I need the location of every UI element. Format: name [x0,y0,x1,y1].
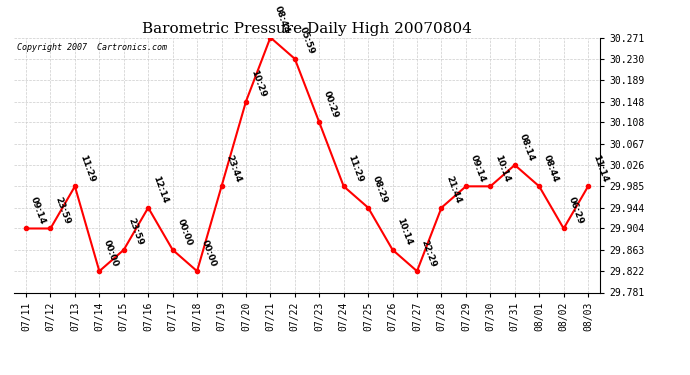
Text: 08:44: 08:44 [273,4,291,35]
Text: 10:14: 10:14 [395,217,413,247]
Text: 00:00: 00:00 [200,239,218,268]
Text: 09:14: 09:14 [469,153,487,183]
Text: 23:44: 23:44 [224,153,243,183]
Text: 05:59: 05:59 [297,26,316,56]
Text: 11:14: 11:14 [591,153,609,183]
Text: 08:44: 08:44 [542,153,560,183]
Text: 08:29: 08:29 [371,175,389,205]
Text: 11:29: 11:29 [78,153,96,183]
Text: 11:29: 11:29 [346,153,365,183]
Text: Copyright 2007  Cartronics.com: Copyright 2007 Cartronics.com [17,43,167,52]
Text: 10:29: 10:29 [248,69,267,99]
Text: 23:59: 23:59 [53,196,72,226]
Text: 09:14: 09:14 [29,196,47,226]
Text: 06:29: 06:29 [566,196,584,226]
Text: 21:44: 21:44 [444,175,462,205]
Text: 00:00: 00:00 [102,239,120,268]
Text: 08:14: 08:14 [518,132,536,162]
Text: 22:29: 22:29 [420,238,438,268]
Text: 00:29: 00:29 [322,90,340,120]
Text: 00:00: 00:00 [175,217,193,247]
Text: 12:14: 12:14 [151,175,169,205]
Text: 23:59: 23:59 [126,217,145,247]
Text: 10:14: 10:14 [493,154,511,183]
Title: Barometric Pressure Daily High 20070804: Barometric Pressure Daily High 20070804 [142,22,472,36]
